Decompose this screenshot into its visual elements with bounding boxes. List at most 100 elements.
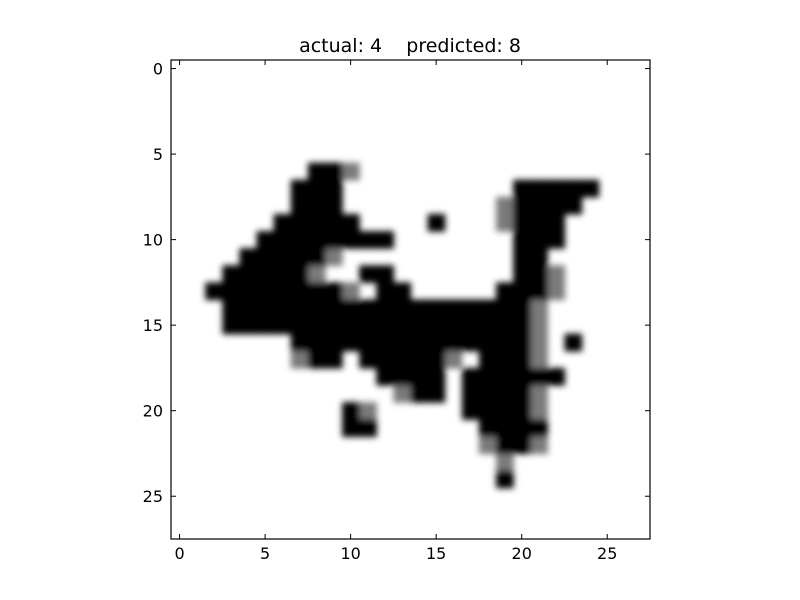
- image-pixel-mid: [496, 453, 514, 472]
- image-pixel-dark: [513, 385, 531, 403]
- image-pixel-dark: [530, 231, 548, 249]
- image-pixel-dark: [461, 402, 480, 420]
- image-pixel-dark: [324, 350, 343, 369]
- image-pixel-dark: [478, 333, 497, 352]
- image-pixel-mid: [530, 333, 548, 352]
- x-tick-label: 10: [340, 544, 360, 563]
- axes-frame: [170, 59, 651, 540]
- image-pixel-dark: [393, 282, 412, 301]
- image-pixel-dark: [359, 265, 377, 283]
- image-pixel-dark: [513, 299, 531, 318]
- image-pixel-dark: [513, 248, 531, 266]
- image-pixel-dark: [410, 316, 429, 335]
- image-pixel-dark: [290, 299, 309, 318]
- image-pixel-dark: [290, 265, 309, 283]
- image-pixel-dark: [342, 213, 360, 232]
- image-pixel-dark: [410, 333, 429, 352]
- image-pixel-dark: [222, 265, 241, 283]
- image-pixel-dark: [478, 367, 497, 386]
- image-pixel-dark: [239, 265, 258, 283]
- image-pixel-dark: [307, 162, 326, 181]
- image-pixel-dark: [496, 299, 514, 318]
- image-pixel-dark: [290, 248, 309, 266]
- image-pixel-dark: [256, 248, 275, 266]
- image-pixel-dark: [239, 248, 258, 266]
- image-pixel-dark: [513, 436, 531, 455]
- image-pixel-dark: [496, 419, 514, 437]
- image-pixel-dark: [376, 282, 394, 301]
- image-pixel-dark: [256, 231, 275, 249]
- image-pixel-dark: [256, 316, 275, 335]
- image-pixel-dark: [530, 196, 548, 215]
- image-pixel-dark: [324, 231, 343, 249]
- image-pixel-dark: [564, 333, 583, 352]
- x-tick-label: 0: [174, 544, 184, 563]
- chart-title: actual: 4 predicted: 8: [299, 35, 521, 57]
- image-pixel-dark: [307, 333, 326, 352]
- image-pixel-dark: [324, 179, 343, 198]
- image-pixel-dark: [376, 265, 394, 283]
- image-pixel-dark: [496, 316, 514, 335]
- image-pixel-dark: [393, 350, 412, 369]
- image-pixel-dark: [222, 282, 241, 301]
- image-pixel-dark: [496, 282, 514, 301]
- image-pixel-dark: [273, 299, 292, 318]
- y-axis: 0 5 10 15 20 25: [143, 60, 650, 506]
- image-pixel-mid: [530, 316, 548, 335]
- image-pixel-dark: [478, 299, 497, 318]
- image-pixel-dark: [222, 316, 241, 335]
- image-pixel-dark: [427, 350, 446, 369]
- image-pixel-dark: [342, 231, 360, 249]
- image-pixel-dark: [478, 316, 497, 335]
- image-pixel-dark: [342, 333, 360, 352]
- image-pixel-dark: [307, 350, 326, 369]
- y-tick-label: 5: [153, 145, 163, 164]
- image-pixel-mid: [393, 385, 412, 403]
- image-pixel-dark: [496, 470, 514, 489]
- image-pixel-dark: [427, 367, 446, 386]
- image-pixel-dark: [478, 350, 497, 369]
- image-pixel-dark: [427, 385, 446, 403]
- y-tick-label: 15: [143, 316, 163, 335]
- image-pixel-dark: [376, 333, 394, 352]
- image-pixel-dark: [359, 333, 377, 352]
- image-pixel-dark: [307, 196, 326, 215]
- image-pixel-dark: [359, 419, 377, 437]
- image-pixel-mid: [342, 162, 360, 181]
- image-pixel-mid: [496, 213, 514, 232]
- image-pixel-dark: [547, 196, 566, 215]
- image-pixel-mid: [530, 385, 548, 403]
- image-pixel-dark: [290, 231, 309, 249]
- image-pixel-dark: [444, 316, 463, 335]
- image-pixel-mid: [530, 402, 548, 420]
- image-pixel-dark: [393, 316, 412, 335]
- image-pixel-dark: [547, 231, 566, 249]
- image-pixel-mid: [496, 196, 514, 215]
- image-pixel-mid: [307, 265, 326, 283]
- image-pixel-dark: [513, 196, 531, 215]
- image-pixel-dark: [256, 265, 275, 283]
- y-tick-label: 0: [153, 60, 163, 79]
- image-pixel-dark: [273, 265, 292, 283]
- image-pixel-dark: [342, 402, 360, 420]
- image-pixel-dark: [513, 231, 531, 249]
- image-pixel-dark: [496, 436, 514, 455]
- image-pixel-dark: [461, 316, 480, 335]
- image-pixel-dark: [444, 333, 463, 352]
- image-pixel-dark: [376, 316, 394, 335]
- image-pixel-dark: [410, 367, 429, 386]
- image-pixel-dark: [222, 299, 241, 318]
- image-pixel-dark: [342, 419, 360, 437]
- image-pixel-dark: [393, 299, 412, 318]
- image-pixel-dark: [324, 333, 343, 352]
- image-pixel-dark: [496, 402, 514, 420]
- image-pixel-dark: [239, 282, 258, 301]
- image-pixel-dark: [324, 299, 343, 318]
- y-tick-label: 10: [143, 231, 163, 250]
- image-pixel-dark: [427, 213, 446, 232]
- image-pixel-dark: [530, 179, 548, 198]
- image-pixel-dark: [530, 419, 548, 437]
- image-pixel-dark: [290, 333, 309, 352]
- image-pixel-dark: [410, 385, 429, 403]
